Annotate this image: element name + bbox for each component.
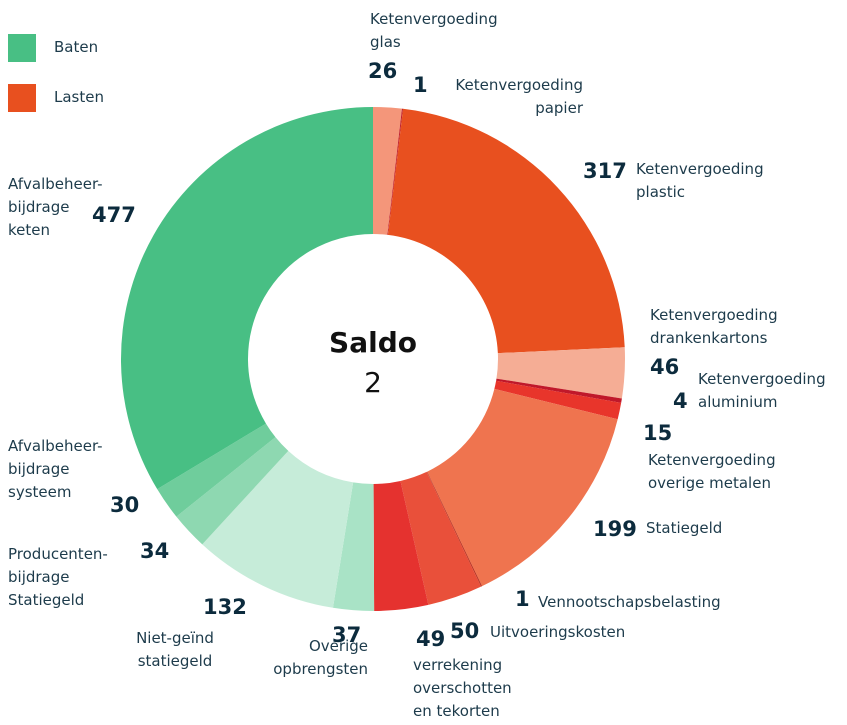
- value-label: 37: [332, 623, 362, 647]
- value-label: 50: [450, 619, 480, 643]
- legend-label: Lasten: [54, 88, 104, 106]
- donut-segment: [373, 107, 402, 235]
- legend-swatch: [8, 34, 36, 62]
- segment-label: Ketenvergoeding glas: [370, 10, 498, 51]
- donut-segment: [400, 471, 482, 605]
- donut-segment: [387, 108, 404, 235]
- segment-label: Uitvoeringskosten: [490, 623, 626, 641]
- donut-segment: [496, 347, 625, 399]
- value-label: 132: [203, 595, 247, 619]
- donut-segment: [157, 423, 276, 517]
- segment-label: verrekening overschotten en tekorten: [413, 656, 512, 720]
- value-label: 46: [650, 355, 680, 379]
- value-label: 30: [110, 493, 140, 517]
- segment-label: Afvalbeheer- bijdrage systeem: [8, 437, 103, 501]
- segment-label: Ketenvergoeding papier: [455, 76, 583, 117]
- segment-label: Vennootschapsbelasting: [538, 593, 721, 611]
- segment-label: Niet-geïnd statiegeld: [136, 629, 214, 670]
- donut-segment: [496, 378, 622, 403]
- donut-segment: [494, 380, 622, 420]
- value-label: 317: [583, 159, 627, 183]
- center-title: Saldo: [329, 326, 417, 359]
- segment-label: Statiegeld: [646, 519, 723, 537]
- value-label: 49: [416, 627, 446, 651]
- donut-segment: [332, 482, 375, 611]
- legend-label: Baten: [54, 38, 99, 56]
- value-label: 477: [92, 203, 136, 227]
- segment-label: Afvalbeheer- bijdrage keten: [8, 175, 103, 239]
- value-label: 34: [140, 539, 170, 563]
- segment-label: Ketenvergoeding plastic: [636, 160, 764, 201]
- donut-segment: [373, 480, 429, 611]
- center-value: 2: [364, 366, 382, 399]
- donut-segment: [426, 471, 483, 587]
- value-label: 26: [368, 59, 398, 83]
- segment-label: Producenten- bijdrage Statiegeld: [8, 545, 108, 609]
- donut-segment: [427, 388, 618, 587]
- legend-swatch: [8, 84, 36, 112]
- segment-label: Ketenvergoeding aluminium: [698, 370, 826, 411]
- value-label: 1: [515, 587, 530, 611]
- donut-segment: [387, 108, 625, 354]
- value-label: 199: [593, 517, 637, 541]
- donut-segment: [202, 450, 354, 608]
- value-label: 15: [643, 421, 673, 445]
- value-label: 4: [673, 389, 688, 413]
- donut-segment: [176, 437, 289, 545]
- segment-label: Ketenvergoeding drankenkartons: [650, 306, 778, 347]
- segment-label: Overige opbrengsten: [273, 637, 368, 678]
- segment-label: Ketenvergoeding overige metalen: [648, 451, 776, 492]
- donut-segment: [120, 107, 373, 490]
- value-label: 1: [413, 73, 428, 97]
